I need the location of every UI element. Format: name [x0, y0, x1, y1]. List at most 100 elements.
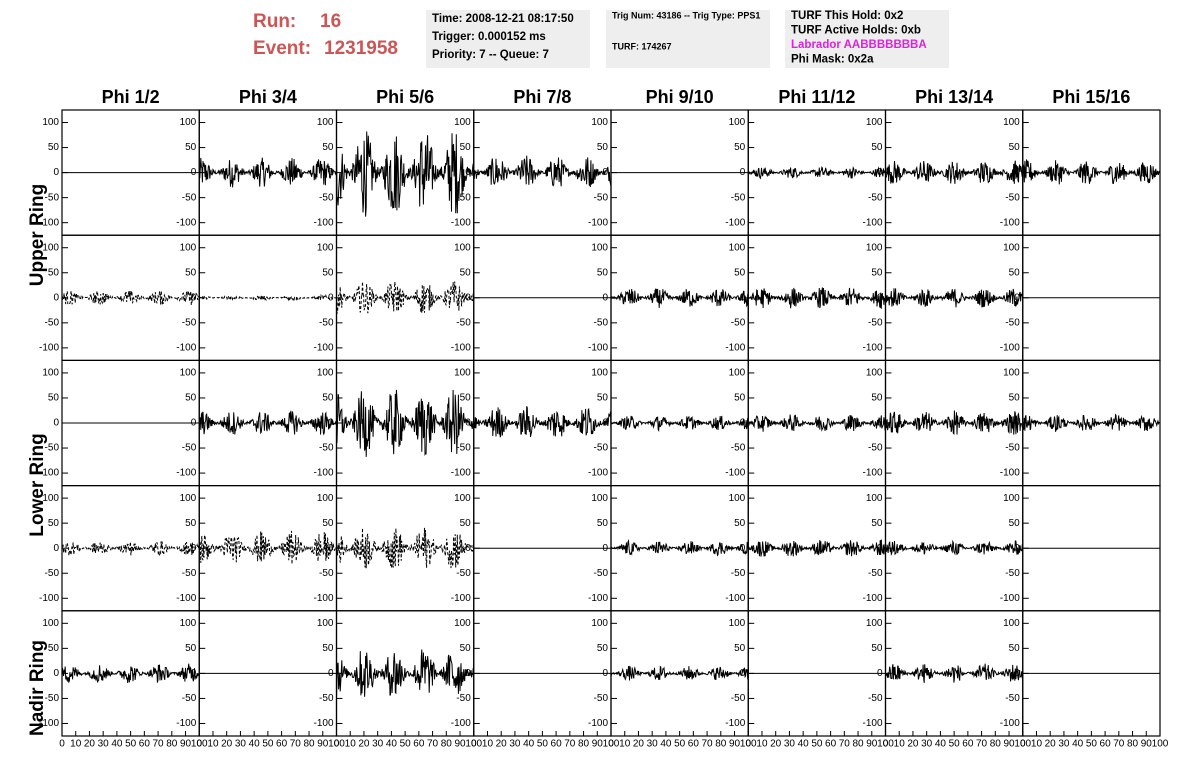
y-tick-label: 100 [591, 368, 608, 379]
info-line: Phi Mask: 0x2a [791, 54, 874, 66]
run-label: Run: [253, 11, 296, 32]
y-tick-label: 0 [53, 167, 59, 178]
x-tick-label: 90 [1003, 739, 1015, 750]
x-tick-label: 90 [592, 739, 604, 750]
y-tick-label: 0 [53, 292, 59, 303]
y-tick-label: 0 [602, 292, 608, 303]
x-tick-label: 100 [1014, 739, 1031, 750]
y-tick-label: -100 [725, 217, 745, 228]
y-tick-label: 50 [460, 267, 472, 278]
y-tick-label: -50 [456, 568, 471, 579]
y-tick-label: -100 [588, 593, 608, 604]
x-tick-label: 60 [1100, 739, 1112, 750]
y-tick-label: 0 [1014, 543, 1020, 554]
y-tick-label: 0 [191, 292, 197, 303]
y-tick-label: 50 [460, 142, 472, 153]
y-tick-label: 50 [185, 393, 197, 404]
y-tick-label: 50 [48, 518, 60, 529]
y-tick-label: -50 [319, 443, 334, 454]
x-tick-label: 20 [358, 739, 370, 750]
y-tick-label: 100 [591, 117, 608, 128]
y-tick-label: 100 [317, 493, 334, 504]
x-tick-label: 100 [740, 739, 757, 750]
y-tick-label: 0 [191, 668, 197, 679]
y-tick-label: -100 [176, 343, 196, 354]
y-tick-label: -50 [456, 192, 471, 203]
x-tick-label: 70 [153, 739, 165, 750]
y-tick-label: 0 [53, 543, 59, 554]
event-label: Event: [253, 38, 311, 59]
x-tick-label: 90 [866, 739, 878, 750]
x-tick-label: 40 [523, 739, 535, 750]
y-tick-label: 100 [454, 618, 471, 629]
y-tick-label: -50 [456, 693, 471, 704]
y-tick-label: 0 [328, 668, 334, 679]
y-tick-label: 50 [871, 267, 883, 278]
y-tick-label: 50 [734, 393, 746, 404]
y-tick-label: -50 [594, 192, 609, 203]
y-tick-label: 50 [1009, 267, 1021, 278]
x-tick-label: 10 [207, 739, 219, 750]
x-tick-label: 50 [262, 739, 274, 750]
y-tick-label: -50 [456, 317, 471, 328]
x-tick-label: 30 [372, 739, 384, 750]
y-tick-label: -100 [862, 593, 882, 604]
y-tick-label: -100 [588, 343, 608, 354]
column-title: Phi 1/2 [102, 87, 160, 107]
x-tick-label: 60 [962, 739, 974, 750]
waveform [336, 389, 475, 457]
y-tick-label: 50 [322, 267, 334, 278]
y-tick-label: -50 [319, 693, 334, 704]
y-tick-label: 100 [591, 242, 608, 253]
x-tick-label: 0 [471, 739, 477, 750]
y-tick-label: -50 [182, 317, 197, 328]
waveform [747, 414, 886, 432]
x-tick-label: 50 [125, 739, 137, 750]
y-tick-label: -50 [1005, 693, 1020, 704]
y-tick-label: 100 [866, 242, 883, 253]
y-tick-label: 0 [740, 418, 746, 429]
y-tick-label: 50 [48, 267, 60, 278]
y-tick-label: 0 [1014, 167, 1020, 178]
y-tick-label: -50 [45, 192, 60, 203]
y-tick-label: -100 [1000, 217, 1020, 228]
y-tick-label: 0 [1014, 418, 1020, 429]
y-tick-label: 50 [322, 518, 334, 529]
y-tick-label: 100 [729, 493, 746, 504]
x-tick-label: 50 [949, 739, 961, 750]
column-title: Phi 9/10 [646, 87, 714, 107]
waveform [1022, 413, 1161, 432]
y-tick-label: -50 [731, 317, 746, 328]
y-tick-label: -100 [39, 718, 59, 729]
y-tick-label: 50 [48, 142, 60, 153]
y-tick-label: 0 [53, 418, 59, 429]
x-tick-label: 0 [1020, 739, 1026, 750]
y-tick-label: 50 [871, 643, 883, 654]
y-tick-label: -100 [725, 593, 745, 604]
y-tick-label: -50 [319, 317, 334, 328]
x-tick-label: 60 [276, 739, 288, 750]
y-tick-label: 50 [1009, 643, 1021, 654]
y-tick-label: -100 [451, 718, 471, 729]
y-tick-label: -50 [731, 192, 746, 203]
info-box [785, 10, 949, 68]
y-tick-label: 0 [465, 292, 471, 303]
x-tick-label: 0 [745, 739, 751, 750]
x-tick-label: 80 [715, 739, 727, 750]
y-tick-label: 100 [42, 242, 59, 253]
y-tick-label: -100 [451, 217, 471, 228]
x-tick-label: 20 [907, 739, 919, 750]
y-tick-label: -100 [313, 343, 333, 354]
x-tick-label: 0 [883, 739, 889, 750]
event-value: 1231958 [324, 38, 398, 59]
x-tick-label: 100 [191, 739, 208, 750]
x-tick-label: 10 [756, 739, 768, 750]
y-tick-label: -100 [313, 217, 333, 228]
x-tick-label: 100 [603, 739, 620, 750]
run-value: 16 [320, 11, 341, 32]
y-tick-label: 100 [317, 242, 334, 253]
y-tick-label: 100 [1003, 368, 1020, 379]
x-tick-label: 10 [619, 739, 631, 750]
